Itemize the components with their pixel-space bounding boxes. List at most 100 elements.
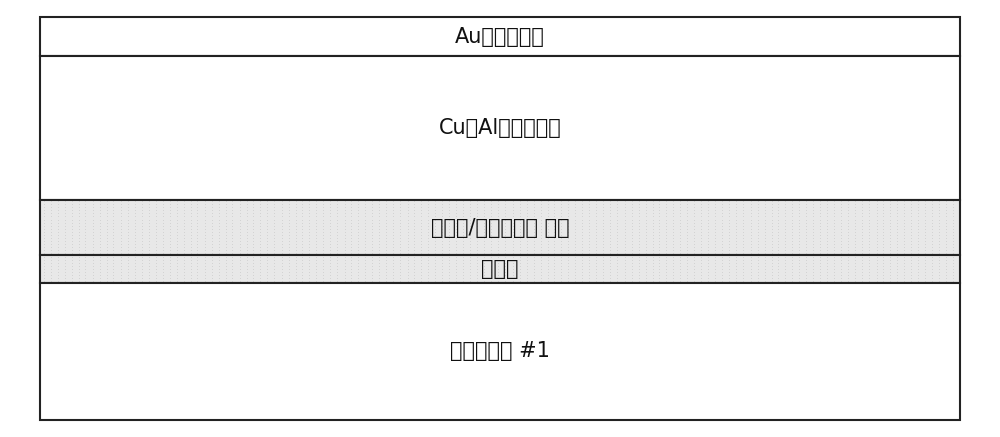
Point [805,278,821,285]
Point [322,219,338,226]
Point [350,210,366,217]
Point [497,253,514,260]
Point [238,237,254,244]
Point [154,228,170,235]
Point [252,237,268,244]
Point [148,216,164,223]
Point [889,204,905,211]
Point [728,266,744,273]
Point [750,234,766,241]
Point [204,204,220,211]
Point [357,269,373,276]
Point [280,269,296,276]
Point [764,260,780,267]
Point [567,216,583,223]
Point [50,260,66,267]
Point [882,275,898,282]
Point [232,257,248,264]
Point [441,266,457,273]
Point [757,219,773,226]
Point [308,231,324,238]
Point [448,246,464,253]
Point [819,253,835,260]
Point [546,198,562,205]
Point [728,260,744,267]
Point [98,210,115,217]
Point [532,275,548,282]
Point [112,269,128,276]
Point [189,272,206,279]
Point [134,263,150,270]
Point [938,204,954,211]
Point [665,213,681,220]
Point [364,266,380,273]
Point [252,278,268,285]
Point [36,263,52,270]
Point [364,243,380,250]
Point [735,210,752,217]
Point [462,207,478,214]
Point [714,228,730,235]
Point [889,260,905,267]
Point [791,272,807,279]
Point [700,222,716,229]
Point [861,204,878,211]
Point [400,257,416,264]
Point [868,216,885,223]
Point [868,231,885,238]
Point [658,225,674,232]
Point [518,240,534,247]
Point [329,269,346,276]
Point [624,278,640,285]
Point [427,216,443,223]
Point [274,266,290,273]
Point [714,204,730,211]
Point [176,278,192,285]
Point [714,243,730,250]
Point [644,237,660,244]
Point [288,263,304,270]
Point [400,201,416,208]
Point [609,240,626,247]
Point [42,204,58,211]
Point [658,250,674,257]
Point [497,246,514,253]
Point [176,213,192,220]
Point [693,231,709,238]
Point [631,240,647,247]
Point [658,213,674,220]
Point [245,257,261,264]
Point [518,219,534,226]
Point [819,222,835,229]
Point [812,216,828,223]
Point [134,260,150,267]
Point [567,201,583,208]
Point [56,219,73,226]
Point [679,210,695,217]
Point [259,234,275,241]
Point [70,269,86,276]
Point [868,269,885,276]
Point [168,257,184,264]
Point [84,253,100,260]
Point [329,243,346,250]
Point [497,240,514,247]
Point [182,207,198,214]
Point [595,237,611,244]
Point [609,216,626,223]
Point [315,207,331,214]
Point [764,266,780,273]
Point [301,234,317,241]
Point [588,198,604,205]
Point [567,222,583,229]
Point [329,207,346,214]
Point [134,234,150,241]
Point [77,234,94,241]
Point [631,266,647,273]
Point [189,275,206,282]
Point [308,225,324,232]
Point [470,228,486,235]
Point [847,250,863,257]
Point [938,216,954,223]
Point [540,198,556,205]
